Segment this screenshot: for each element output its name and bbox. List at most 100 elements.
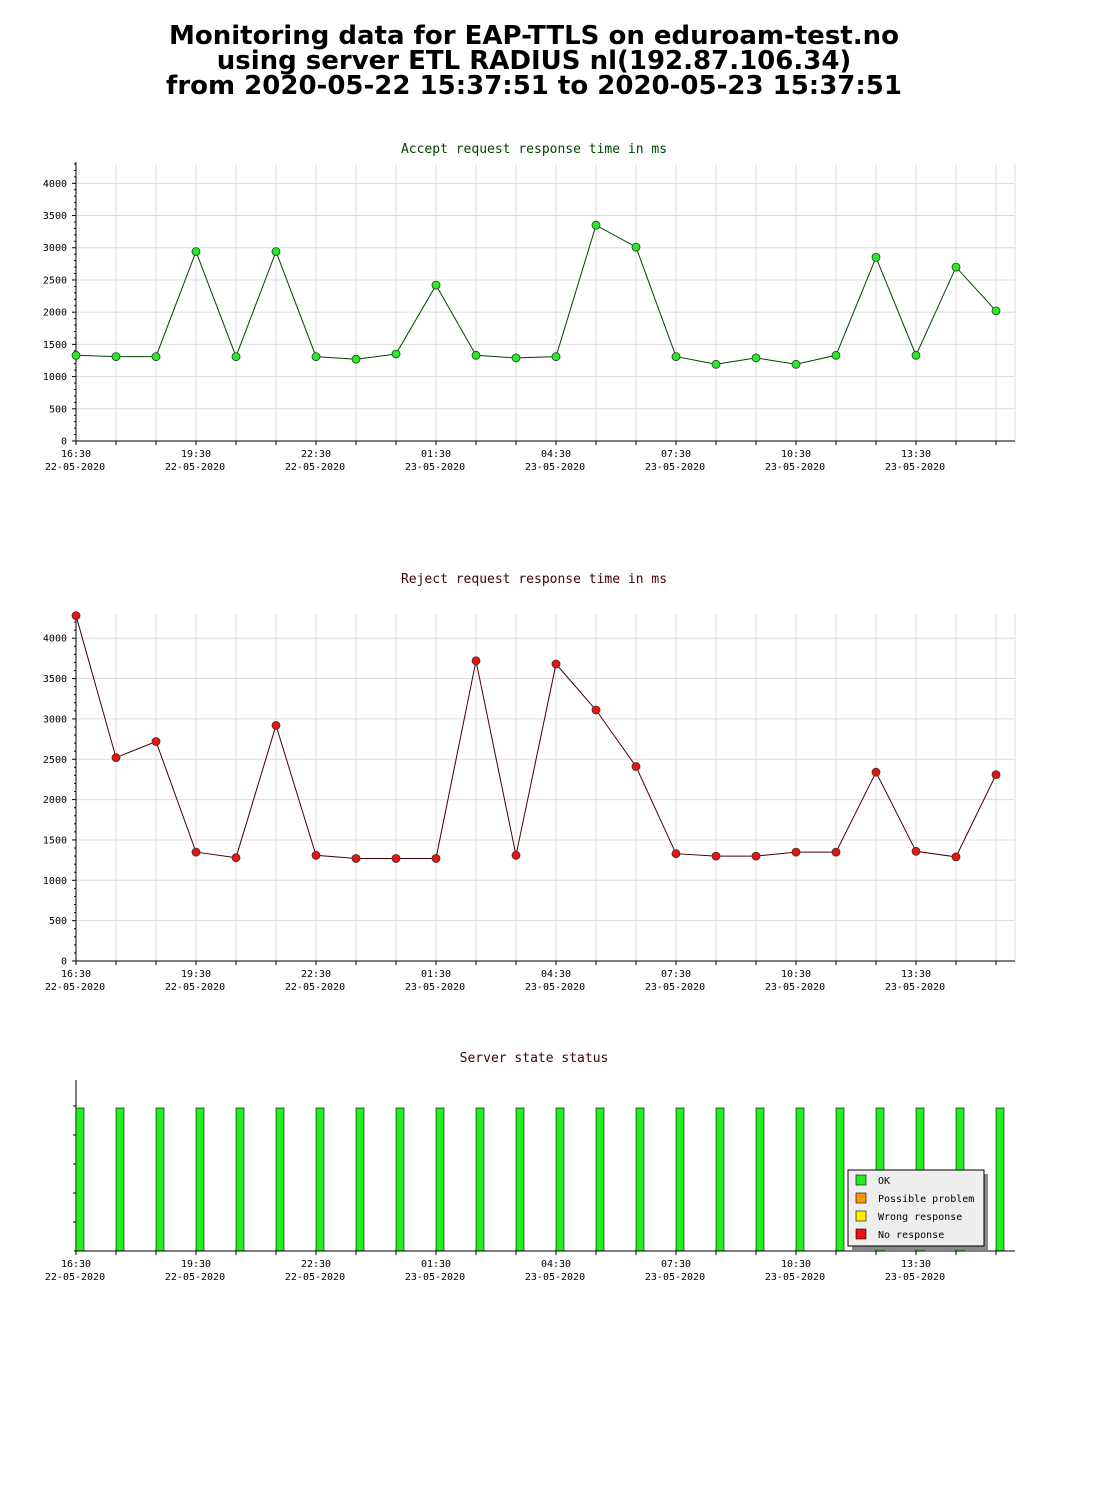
x-tick-time: 07:30 (661, 449, 691, 460)
status-bar (195, 1107, 205, 1252)
data-point (591, 705, 601, 715)
data-point (351, 854, 361, 863)
x-tick-date: 23-05-2020 (765, 462, 825, 473)
x-tick-time: 07:30 (661, 1259, 691, 1270)
x-tick-date: 22-05-2020 (285, 982, 345, 993)
y-tick-label: 500 (49, 916, 67, 927)
legend-label: No response (878, 1230, 944, 1241)
data-point (311, 850, 321, 860)
title-line-1: Monitoring data for EAP-TTLS on eduroam-… (169, 21, 899, 51)
data-point (911, 846, 921, 856)
legend-swatch (855, 1192, 867, 1204)
x-tick-date: 23-05-2020 (405, 462, 465, 473)
x-tick-time: 19:30 (181, 1259, 211, 1270)
x-tick-time: 01:30 (421, 1259, 451, 1270)
x-tick-date: 22-05-2020 (285, 1272, 345, 1283)
data-point (791, 847, 801, 857)
data-point (71, 611, 81, 620)
data-point (951, 262, 961, 272)
x-tick-time: 19:30 (181, 449, 211, 460)
legend-swatch (855, 1210, 867, 1222)
y-tick-label: 2500 (43, 755, 67, 766)
y-tick-label: 3000 (43, 243, 67, 254)
data-point (631, 242, 641, 252)
x-tick-time: 13:30 (901, 1259, 931, 1270)
data-point (311, 352, 321, 362)
y-tick-label: 0 (61, 957, 67, 968)
status-legend: OK Possible problem Wrong response No respo… (847, 1169, 988, 1250)
x-tick-date: 23-05-2020 (765, 1272, 825, 1283)
status-bar (395, 1107, 405, 1252)
x-tick-time: 01:30 (421, 969, 451, 980)
x-tick-date: 22-05-2020 (285, 462, 345, 473)
x-tick-date: 23-05-2020 (645, 982, 705, 993)
status-bar (235, 1107, 245, 1252)
series-line (75, 224, 997, 365)
page-title: Monitoring data for EAP-TTLS on eduroam-… (0, 21, 1068, 101)
x-tick-date: 23-05-2020 (765, 982, 825, 993)
data-point (991, 306, 1001, 316)
data-point (551, 659, 561, 669)
title-line-3: from 2020-05-22 15:37:51 to 2020-05-23 1… (166, 71, 902, 101)
x-tick-time: 16:30 (61, 969, 91, 980)
y-tick-label: 0 (61, 437, 67, 448)
x-tick-date: 22-05-2020 (165, 982, 225, 993)
legend-label: Possible problem (878, 1194, 974, 1205)
status-bar (595, 1107, 605, 1252)
status-bar (315, 1107, 325, 1252)
x-tick-date: 22-05-2020 (45, 1272, 105, 1283)
y-tick-label: 3500 (43, 211, 67, 222)
x-tick-date: 22-05-2020 (165, 1272, 225, 1283)
legend-swatch (855, 1174, 867, 1186)
y-tick-label: 3000 (43, 714, 67, 725)
series-line (75, 615, 997, 859)
data-point (191, 247, 201, 256)
status-bar (355, 1107, 365, 1252)
y-tick-label: 1000 (43, 876, 67, 887)
data-point (911, 350, 921, 360)
x-tick-time: 04:30 (541, 969, 571, 980)
chart-title: Server state status (460, 1051, 609, 1066)
x-tick-time: 04:30 (541, 1259, 571, 1270)
x-tick-time: 19:30 (181, 969, 211, 980)
y-tick-label: 2000 (43, 308, 67, 319)
title-line-2: using server ETL RADIUS nl(192.87.106.34… (216, 46, 852, 76)
status-bar (715, 1107, 725, 1252)
x-tick-date: 23-05-2020 (885, 462, 945, 473)
x-tick-date: 23-05-2020 (405, 1272, 465, 1283)
x-tick-time: 10:30 (781, 1259, 811, 1270)
y-tick-label: 1500 (43, 340, 67, 351)
accept-response-chart: Accept request response time in ms 0 500 10… (43, 142, 1016, 473)
y-tick-label: 500 (49, 404, 67, 415)
data-point (271, 720, 281, 730)
x-tick-date: 22-05-2020 (45, 462, 105, 473)
x-tick-time: 22:30 (301, 449, 331, 460)
legend-label: OK (878, 1176, 890, 1187)
x-tick-time: 10:30 (781, 449, 811, 460)
y-tick-label: 2500 (43, 275, 67, 286)
reject-response-chart: Reject request response time in ms 0 500 10… (43, 572, 1016, 993)
x-tick-date: 23-05-2020 (645, 1272, 705, 1283)
data-point (151, 352, 161, 362)
status-bar (75, 1107, 85, 1252)
data-point (791, 359, 801, 369)
data-point (391, 854, 401, 863)
data-point (231, 352, 241, 362)
x-tick-date: 23-05-2020 (525, 982, 585, 993)
data-point (951, 852, 961, 862)
data-point (551, 352, 561, 362)
status-bar (675, 1107, 685, 1252)
data-point (471, 656, 481, 666)
legend-box (847, 1169, 985, 1247)
data-point (751, 353, 761, 363)
data-point (671, 849, 681, 859)
y-tick-label: 4000 (43, 634, 67, 645)
x-tick-time: 01:30 (421, 449, 451, 460)
x-tick-time: 22:30 (301, 1259, 331, 1270)
y-tick-label: 1500 (43, 835, 67, 846)
data-point (511, 353, 521, 363)
y-tick-label: 4000 (43, 179, 67, 190)
status-bar (275, 1107, 285, 1252)
data-point (391, 349, 401, 359)
x-tick-time: 22:30 (301, 969, 331, 980)
